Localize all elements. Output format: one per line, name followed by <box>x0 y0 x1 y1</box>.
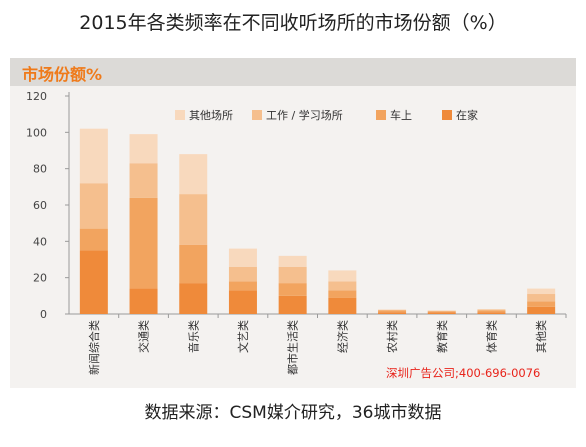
bar-segment <box>378 309 407 311</box>
y-tick-label: 40 <box>33 235 47 248</box>
bar-segment <box>278 283 307 296</box>
bar-segment <box>129 163 158 198</box>
y-tick-label: 120 <box>26 90 47 103</box>
legend-label: 在家 <box>456 108 478 122</box>
bar-segment <box>527 294 556 302</box>
x-category-label: 都市生活类 <box>286 320 300 375</box>
bar-segment <box>527 301 556 307</box>
y-tick-label: 0 <box>40 308 47 321</box>
bar-segment <box>228 248 257 267</box>
y-tick-label: 20 <box>33 272 47 285</box>
legend-swatch <box>442 110 452 120</box>
bar-segment <box>328 297 357 314</box>
bar-segment <box>228 281 257 291</box>
x-category-label: 交通类 <box>137 320 151 353</box>
bar-segment <box>427 311 456 313</box>
bar-segment <box>378 310 407 313</box>
x-category-label: 其他类 <box>534 320 548 353</box>
legend-label: 工作 / 学习场所 <box>266 108 343 122</box>
x-category-label: 经济类 <box>335 320 349 353</box>
bar-segment <box>228 290 257 314</box>
bar-segment <box>378 312 407 314</box>
x-category-label: 新闻综合类 <box>87 320 101 375</box>
x-category-label: 体育类 <box>484 320 498 353</box>
bar-segment <box>328 290 357 298</box>
bar-segment <box>79 228 108 251</box>
legend-label: 其他场所 <box>189 108 233 122</box>
watermark: 深圳广告公司;400-696-0076 <box>386 366 541 380</box>
y-tick-label: 80 <box>33 163 47 176</box>
legend-swatch <box>175 110 185 120</box>
legend-swatch <box>376 110 386 120</box>
bar-segment <box>477 312 506 314</box>
y-tick-label: 60 <box>33 199 47 212</box>
bar-segment <box>179 244 208 284</box>
bar-segment <box>179 154 208 195</box>
bar-segment <box>477 309 506 311</box>
bar-segment <box>427 310 456 311</box>
bar-segment <box>179 194 208 245</box>
bar-segment <box>179 283 208 314</box>
bar-segment <box>228 266 257 282</box>
bar-segment <box>328 270 357 282</box>
bar-segment <box>278 295 307 314</box>
x-category-label: 音乐类 <box>186 320 200 353</box>
bar-segment <box>79 128 108 184</box>
source-note: 数据来源：CSM媒介研究，36城市数据 <box>144 403 442 423</box>
bar-segment <box>129 134 158 164</box>
chart-title: 2015年各类频率在不同收听场所的市场份额（%） <box>79 12 507 34</box>
bar-segment <box>278 266 307 284</box>
bar-segment <box>527 288 556 295</box>
bar-segment <box>278 255 307 267</box>
bar-segment <box>527 306 556 314</box>
bar-segment <box>328 281 357 291</box>
chart-panel-header <box>10 58 576 86</box>
bar-segment <box>129 288 158 314</box>
y-tick-label: 100 <box>26 126 47 139</box>
x-category-label: 文艺类 <box>236 320 250 353</box>
bar-segment <box>477 310 506 313</box>
legend-swatch <box>252 110 262 120</box>
bar-segment <box>427 310 456 312</box>
panel-title: 市场份额% <box>22 65 103 84</box>
bar-segment <box>129 197 158 289</box>
bar-segment <box>477 309 506 310</box>
x-category-label: 农村类 <box>385 320 399 353</box>
bar-segment <box>427 312 456 314</box>
bar-segment <box>378 309 407 311</box>
bar-segment <box>79 183 108 229</box>
x-category-label: 教育类 <box>435 320 449 353</box>
legend-label: 车上 <box>390 108 412 122</box>
bar-segment <box>79 250 108 314</box>
